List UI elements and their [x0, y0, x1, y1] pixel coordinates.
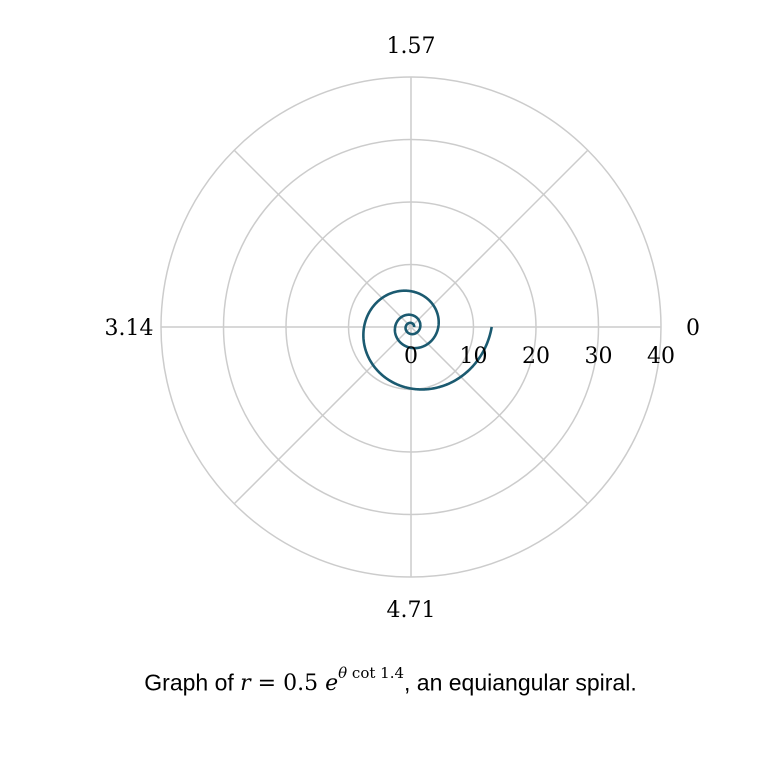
- polar-grid: [160, 76, 662, 578]
- spiral-series-0: [362, 289, 493, 391]
- caption-var: r: [240, 671, 251, 697]
- angle-grid-line-1: [410, 149, 589, 328]
- radial-tick-label: 10: [460, 344, 488, 369]
- caption-formula: r = 0.5 eθ cot 1.4: [240, 664, 404, 697]
- angle-grid-line-7: [410, 326, 589, 505]
- chart-caption: Graph of r = 0.5 eθ cot 1.4, an equiangu…: [0, 664, 781, 697]
- radial-tick-label: 30: [585, 344, 613, 369]
- spiral-curve-group: [362, 289, 493, 391]
- radial-tick-label: 20: [522, 344, 550, 369]
- radial-tick-label: 40: [647, 344, 675, 369]
- angle-grid-line-3: [233, 149, 412, 328]
- caption-exponent: θ cot 1.4: [338, 664, 404, 682]
- caption-base: e: [325, 671, 339, 697]
- angle-tick-label: 1.57: [387, 34, 436, 59]
- angle-grid-line-5: [233, 326, 412, 505]
- angle-tick-label: 3.14: [105, 316, 154, 341]
- caption-exponent-rest: cot 1.4: [347, 664, 405, 682]
- angle-tick-label: 0: [686, 316, 700, 341]
- radial-tick-label: 0: [404, 344, 418, 369]
- caption-equals: = 0.5: [250, 671, 326, 697]
- angle-tick-label: 4.71: [387, 598, 436, 623]
- tick-labels: 0 1.57 3.14 4.71 0 10 20 30 40: [105, 34, 700, 623]
- caption-suffix: , an equiangular spiral.: [404, 669, 637, 696]
- caption-exponent-var: θ: [338, 664, 348, 682]
- caption-prefix: Graph of: [144, 669, 241, 696]
